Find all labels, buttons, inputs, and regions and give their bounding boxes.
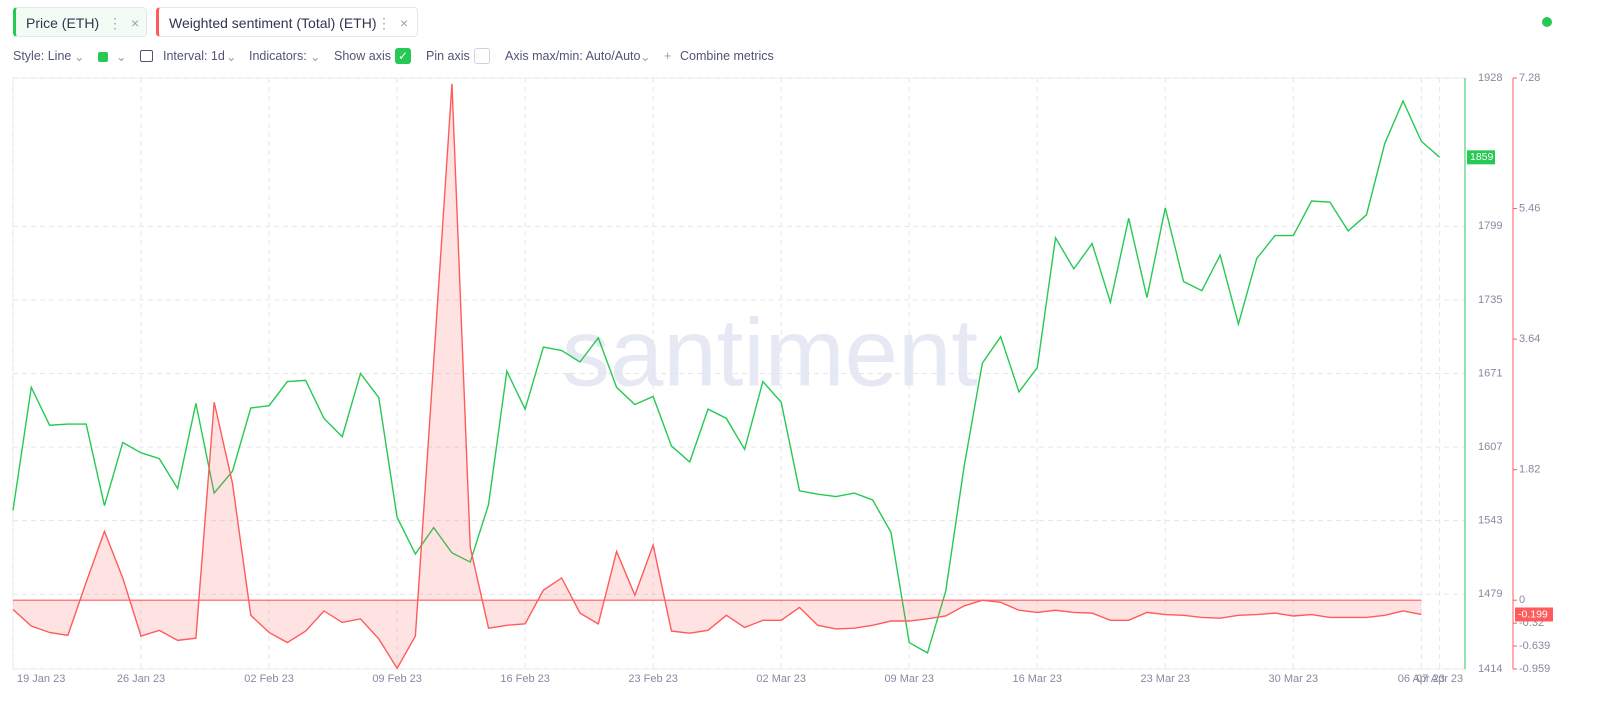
menu-icon[interactable]: ⋮ xyxy=(108,15,122,31)
last-value-badge xyxy=(1467,150,1495,165)
last-value-label: 1859 xyxy=(1470,151,1494,163)
x-tick-label: 02 Mar 23 xyxy=(756,673,806,685)
show-axis-label: Show axis xyxy=(334,49,391,63)
interval-menu[interactable]: Interval: 1d xyxy=(163,49,225,63)
status-dot xyxy=(1542,17,1552,27)
metric-label: Price (ETH) xyxy=(26,15,100,31)
series-line xyxy=(12,83,1422,670)
indicators-menu[interactable]: Indicators: xyxy=(249,49,307,63)
x-tick-label: 23 Feb 23 xyxy=(628,673,678,685)
combine-metrics[interactable]: Combine metrics xyxy=(680,49,774,63)
sentiment-area xyxy=(13,83,1422,669)
y-tick-label: 1928 xyxy=(1478,72,1502,84)
y-tick-label: 1735 xyxy=(1478,294,1502,306)
plus-icon[interactable]: + xyxy=(664,49,672,63)
y-tick-label: 1607 xyxy=(1478,441,1502,453)
chevron[interactable]: ⌄ xyxy=(310,50,321,64)
close-icon[interactable]: × xyxy=(400,15,409,31)
x-tick-label: 09 Mar 23 xyxy=(884,673,934,685)
y2-tick-label: 7.28 xyxy=(1519,72,1540,84)
x-tick-label: 16 Mar 23 xyxy=(1012,673,1062,685)
chevron[interactable]: ⌄ xyxy=(74,50,85,64)
style-menu[interactable]: Style: Line xyxy=(13,49,72,63)
chevron[interactable]: ⌄ xyxy=(226,50,237,64)
y2-tick-label: 0 xyxy=(1519,594,1525,606)
checkbox-checked[interactable]: ✓ xyxy=(395,48,411,64)
x-tick-label: 07 Apr 23 xyxy=(1416,673,1463,685)
x-tick-label: 19 Jan 23 xyxy=(17,673,65,685)
pin-axis-label: Pin axis xyxy=(426,49,470,63)
series-line xyxy=(12,99,1441,654)
checkbox[interactable] xyxy=(474,48,490,64)
x-tick-label: 09 Feb 23 xyxy=(372,673,422,685)
x-tick-label: 26 Jan 23 xyxy=(117,673,165,685)
x-tick-label: 23 Mar 23 xyxy=(1141,673,1191,685)
interval-icon[interactable] xyxy=(140,50,153,62)
y2-tick-label: 5.46 xyxy=(1519,202,1540,214)
last-value-label: -0.199 xyxy=(1518,608,1548,620)
x-tick-label: 02 Feb 23 xyxy=(244,673,294,685)
y2-tick-label: 3.64 xyxy=(1519,333,1540,345)
x-tick-label: 06 Apr 23 xyxy=(1398,673,1445,685)
chevron[interactable]: ⌄ xyxy=(116,50,127,64)
color-picker[interactable] xyxy=(98,52,108,62)
y-tick-label: 1799 xyxy=(1478,220,1502,232)
y-tick-label: 1479 xyxy=(1478,588,1502,600)
axis-minmax-menu[interactable]: Axis max/min: Auto/Auto xyxy=(505,49,641,63)
y-tick-label: 1671 xyxy=(1478,367,1502,379)
y-tick-label: 1414 xyxy=(1478,663,1502,675)
x-tick-label: 16 Feb 23 xyxy=(500,673,550,685)
y2-tick-label: -0.959 xyxy=(1519,663,1550,675)
y2-tick-label: -0.639 xyxy=(1519,640,1550,652)
last-value-badge xyxy=(1515,607,1553,622)
metric-chip[interactable]: Weighted sentiment (Total) (ETH) ⋮ × xyxy=(156,7,418,37)
x-tick-label: 30 Mar 23 xyxy=(1269,673,1319,685)
chevron[interactable]: ⌄ xyxy=(640,50,651,64)
y2-tick-label: 1.82 xyxy=(1519,464,1540,476)
close-icon[interactable]: × xyxy=(131,15,140,31)
metric-label: Weighted sentiment (Total) (ETH) xyxy=(169,15,377,31)
menu-icon[interactable]: ⋮ xyxy=(377,15,391,31)
y-tick-label: 1543 xyxy=(1478,515,1502,527)
metric-chip[interactable]: Price (ETH) ⋮ × xyxy=(13,7,147,37)
